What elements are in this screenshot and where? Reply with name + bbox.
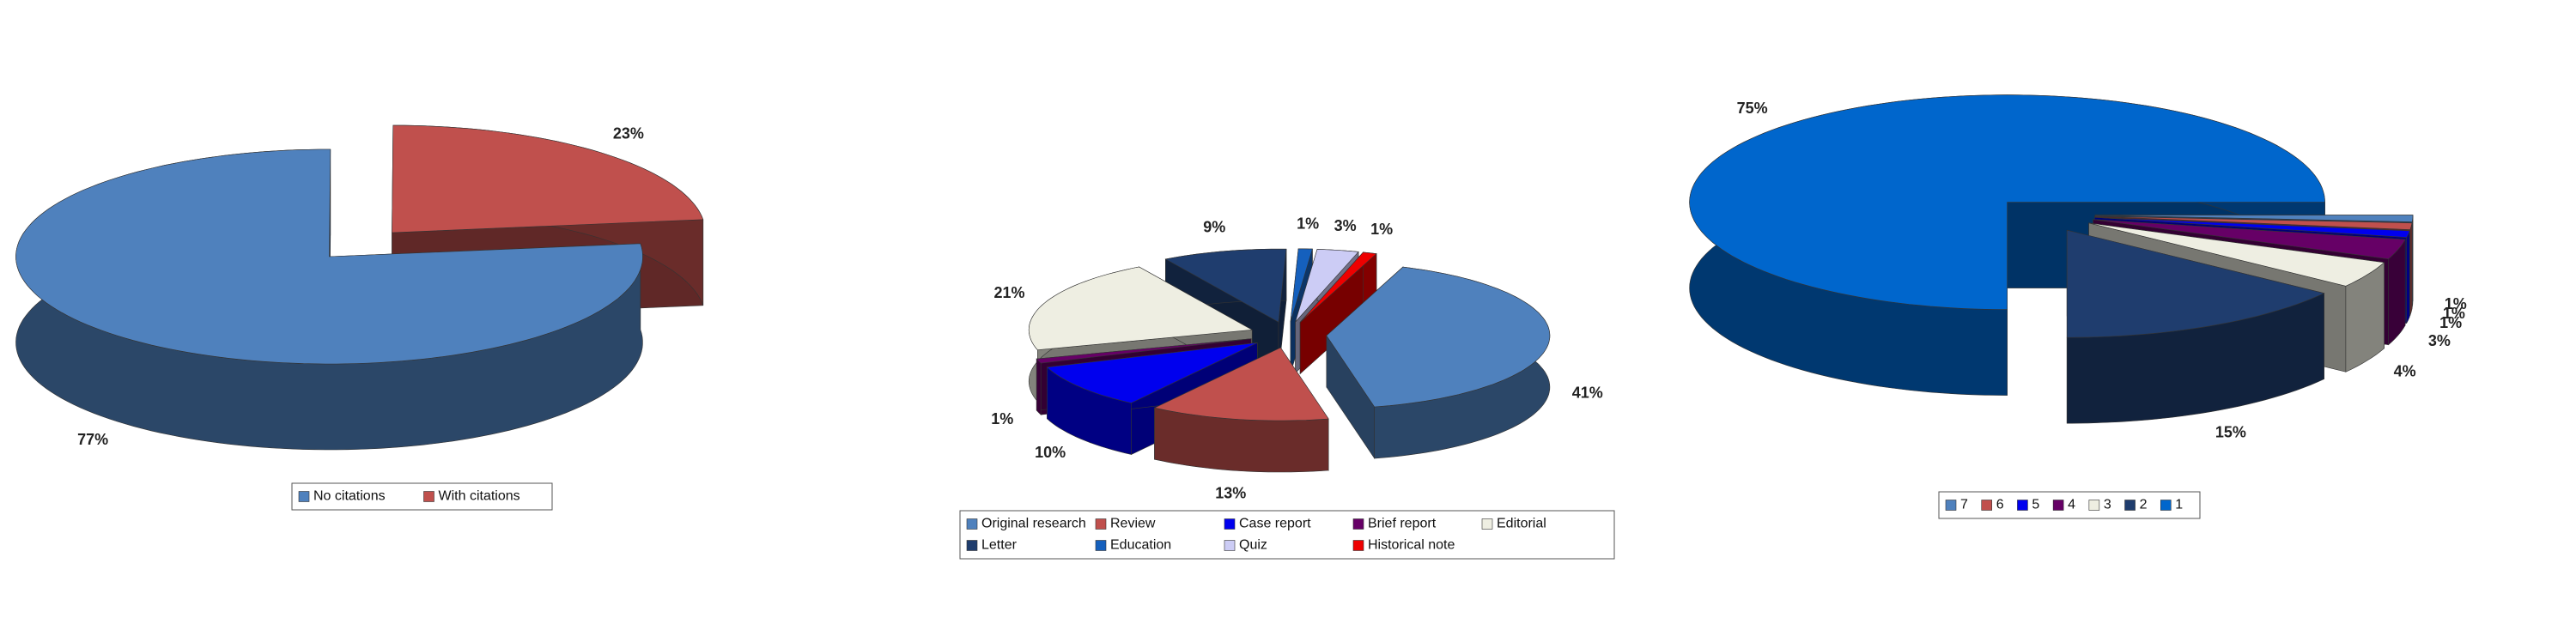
legend-swatch: [1352, 518, 1364, 530]
legend-label: With citations: [439, 489, 520, 504]
data-label: 41%: [1572, 384, 1603, 401]
legend-label: 1: [2175, 498, 2183, 512]
data-label: 1%: [2445, 295, 2467, 312]
data-label: 9%: [1203, 218, 1225, 235]
slice: [1299, 251, 1377, 375]
slice-top: [1295, 249, 1359, 323]
legend-swatch: [2088, 500, 2100, 511]
legend-label: 4: [2068, 498, 2075, 512]
legend-label: Case report: [1239, 517, 1311, 531]
data-label: 4%: [2394, 362, 2416, 379]
legend-swatch: [966, 518, 978, 530]
slice-top: [392, 124, 704, 233]
legend-box: [959, 510, 1615, 560]
slice-top: [1689, 94, 2325, 310]
slice-side: [1036, 358, 1042, 415]
data-label: 1%: [1297, 215, 1319, 233]
slice: [1153, 347, 1329, 473]
legend-label: 5: [2032, 498, 2039, 512]
data-label: 1%: [991, 410, 1013, 427]
legend-label: Original research: [981, 517, 1086, 531]
data-label: 15%: [2215, 423, 2246, 440]
legend-label: Brief report: [1368, 517, 1437, 531]
slice-top: [2094, 215, 2413, 230]
legend-label: Editorial: [1497, 517, 1546, 531]
slice-top: [2094, 216, 2410, 238]
slice: [15, 148, 643, 451]
legend-swatch: [2124, 500, 2136, 511]
data-label: 10%: [1035, 444, 1066, 461]
legend-label: Letter: [981, 538, 1018, 553]
legend-label: 2: [2140, 498, 2148, 512]
data-label: 3%: [1334, 217, 1357, 234]
slice-top: [1046, 342, 1258, 403]
legend-label: Quiz: [1239, 538, 1267, 553]
slice-top: [1299, 251, 1377, 323]
legend-swatch: [966, 540, 978, 551]
legend-label: Education: [1110, 538, 1171, 553]
data-label: 21%: [993, 284, 1024, 301]
slice-top: [1290, 248, 1313, 322]
legend-swatch: [1224, 540, 1236, 551]
data-label: 3%: [2428, 332, 2451, 349]
legend-swatch: [1352, 540, 1364, 551]
legend-swatch: [1481, 518, 1493, 530]
legend-label: Review: [1110, 517, 1156, 531]
slice-top: [1326, 266, 1551, 408]
slice-top: [1164, 248, 1287, 323]
legend-box: [291, 482, 553, 511]
legend-swatch: [1095, 540, 1107, 551]
slice-top: [15, 148, 643, 365]
slice: [1326, 266, 1551, 459]
legend-swatch: [1945, 500, 1957, 511]
legend-swatch: [1224, 518, 1236, 530]
slice-top: [1036, 338, 1252, 364]
data-label: 13%: [1215, 485, 1246, 502]
data-label: 1%: [2439, 314, 2462, 331]
data-label: 23%: [613, 124, 644, 142]
slice-side: [2409, 222, 2413, 316]
legend-label: 3: [2104, 498, 2111, 512]
data-label: 1%: [2443, 305, 2465, 322]
slice-top: [2066, 229, 2325, 338]
legend-label: Historical note: [1368, 538, 1455, 553]
legend-label: 6: [1996, 498, 2004, 512]
data-label: 77%: [77, 431, 108, 448]
slice-top: [1028, 266, 1254, 351]
slice-side: [2406, 230, 2410, 324]
legend-swatch: [2017, 500, 2028, 511]
legend-swatch: [2160, 500, 2172, 511]
slice-top: [2093, 219, 2406, 260]
legend-swatch: [1981, 500, 1993, 511]
legend-label: No citations: [313, 489, 386, 504]
slice: [2066, 229, 2325, 424]
slice-top: [1153, 347, 1329, 421]
slice-top: [2094, 215, 2414, 222]
slice-top: [2088, 222, 2385, 287]
legend-swatch: [298, 491, 310, 502]
slice-side: [2411, 215, 2414, 308]
legend-swatch: [2052, 500, 2064, 511]
legend-label: 7: [1960, 498, 1968, 512]
data-label: 1%: [1370, 221, 1393, 238]
data-label: 75%: [1737, 100, 1768, 117]
legend-swatch: [1095, 518, 1107, 530]
legend-swatch: [423, 491, 434, 502]
